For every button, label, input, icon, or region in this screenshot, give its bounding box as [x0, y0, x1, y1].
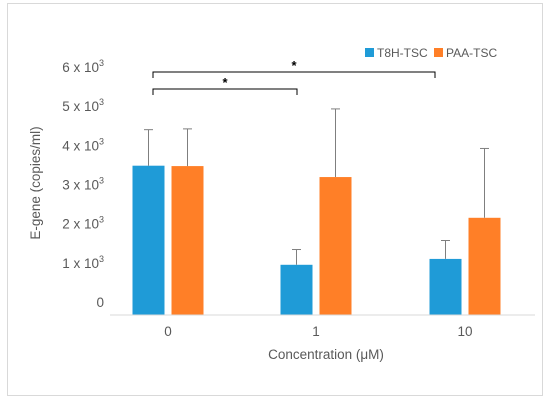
significance-brackets: **	[152, 58, 436, 95]
y-tick-label-base: 1 x 10	[62, 256, 99, 271]
significance-bracket	[152, 88, 298, 95]
legend-swatch-t8h-tsc	[365, 48, 374, 57]
bars	[132, 165, 501, 315]
bar-paa-tsc-0	[171, 166, 204, 315]
bar-t8h-tsc-0	[132, 165, 165, 315]
x-axis-label: Concentration (μM)	[268, 347, 384, 362]
y-tick-label-base: 6 x 10	[62, 60, 99, 75]
error-bars	[144, 108, 489, 265]
y-axis-label: E-gene (copies/ml)	[28, 126, 43, 239]
y-tick-label: 3 x 103	[62, 176, 104, 193]
bar-paa-tsc-10	[468, 217, 501, 315]
y-tick-label-base: 2 x 10	[62, 217, 99, 232]
x-tick-label: 0	[164, 324, 172, 339]
legend-label-paa-tsc: PAA-TSC	[446, 46, 497, 60]
significance-star: *	[291, 58, 297, 73]
y-tick-label: 5 x 103	[62, 97, 104, 114]
legend: T8H-TSC PAA-TSC	[365, 46, 497, 60]
y-tick-label-base: 3 x 10	[62, 178, 99, 193]
y-tick-label-base: 5 x 10	[62, 99, 99, 114]
y-tick-label: 1 x 103	[62, 254, 104, 271]
legend-label-t8h-tsc: T8H-TSC	[377, 46, 428, 60]
y-tick-label-exponent: 3	[99, 254, 104, 264]
significance-star: *	[222, 75, 228, 90]
y-tick-label: 6 x 103	[62, 58, 104, 75]
bar-t8h-tsc-10	[429, 258, 462, 315]
y-tick-label: 2 x 103	[62, 215, 104, 232]
y-axis-title: E-gene (copies/ml)	[28, 126, 43, 239]
y-tick-label: 0	[96, 295, 104, 310]
y-tick-label-exponent: 3	[99, 97, 104, 107]
y-tick-label-exponent: 3	[99, 136, 104, 146]
bar-t8h-tsc-1	[280, 264, 313, 315]
y-tick-label-base: 0	[96, 295, 104, 310]
y-tick-label-exponent: 3	[99, 215, 104, 225]
y-tick-label-exponent: 3	[99, 176, 104, 186]
x-tick-label: 10	[457, 324, 472, 339]
significance-bracket	[152, 71, 436, 78]
y-tick-label-exponent: 3	[99, 58, 104, 68]
bar-paa-tsc-1	[319, 177, 352, 315]
chart-frame	[7, 3, 543, 396]
x-tick-label: 1	[312, 324, 320, 339]
y-tick-label-base: 4 x 10	[62, 138, 99, 153]
y-tick-label: 4 x 103	[62, 136, 104, 153]
legend-swatch-paa-tsc	[434, 48, 443, 57]
x-tick-labels: 0 1 10	[164, 324, 472, 339]
